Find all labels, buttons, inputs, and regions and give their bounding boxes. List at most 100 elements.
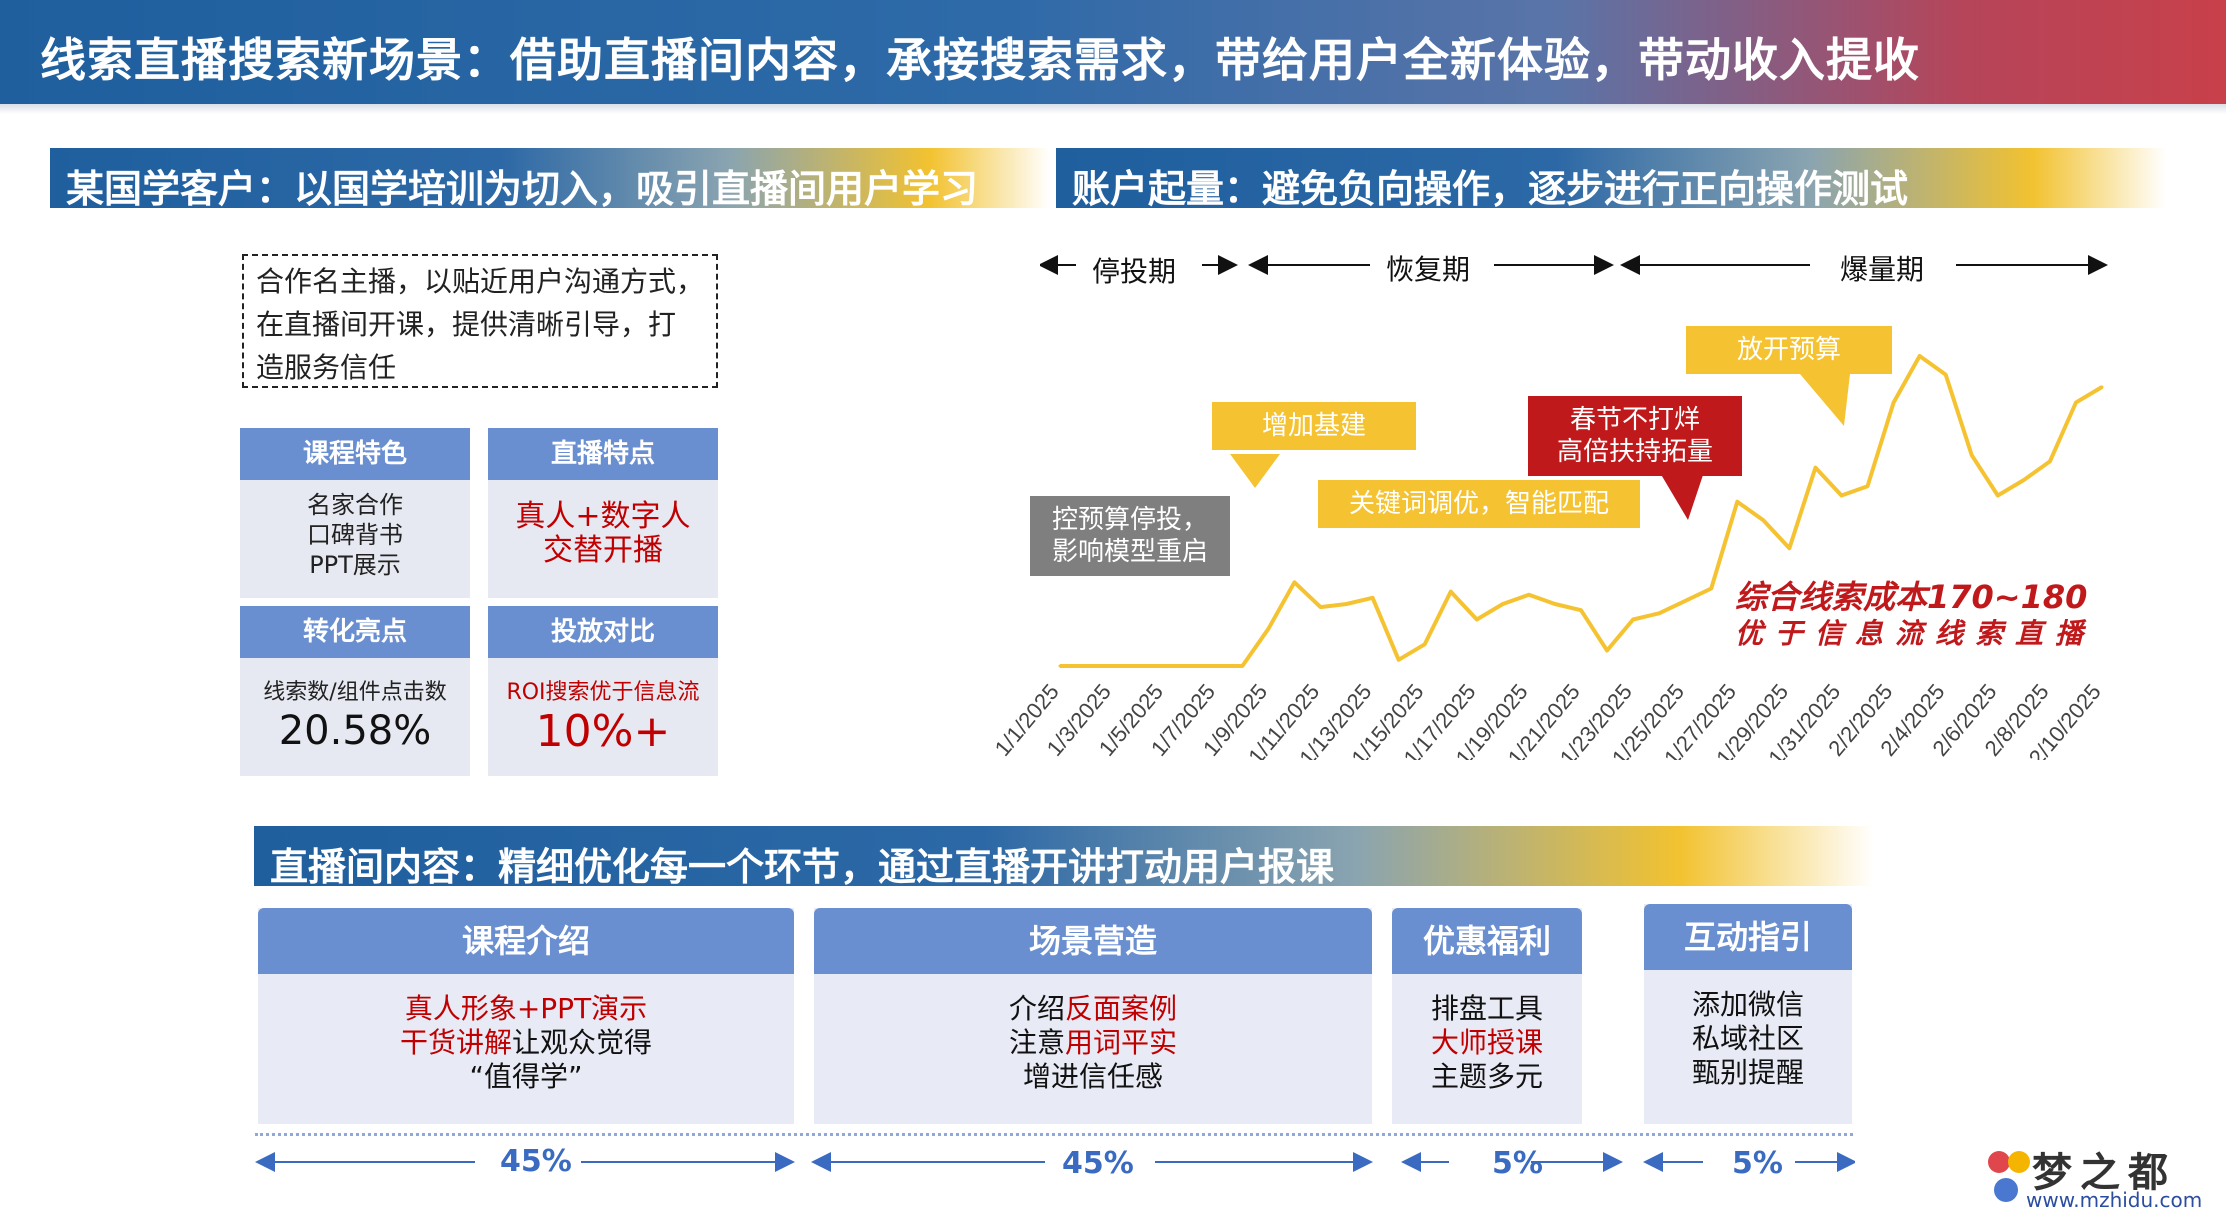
data-point [1683, 599, 1687, 603]
data-point [1840, 494, 1843, 497]
tile-line: 口碑背书 [307, 521, 403, 549]
callout-pointer [1800, 374, 1850, 426]
card-body: 添加微信 私域社区 甄别提醒 [1644, 988, 1852, 1090]
content-section-header: 直播间内容：精细优化每一个环节，通过直播开讲打动用户报课 [254, 826, 1874, 889]
data-point [1866, 484, 1870, 488]
card-line: 甄别提醒 [1644, 1056, 1852, 1090]
page-title: 线索直播搜索新场景：借助直播间内容，承接搜索需求，带给用户全新体验，带动收入提收 [40, 33, 1920, 87]
callout-line: 春节不打烊 [1569, 405, 1700, 435]
tile-title: 投放对比 [488, 606, 718, 658]
data-point [1292, 580, 1296, 584]
callout-pointer [1656, 466, 1706, 520]
phase-recover: 恢复期 [1386, 253, 1471, 286]
percent-course-intro: 45% [500, 1144, 572, 1179]
callout-budget: 放开预算 [1686, 326, 1892, 374]
data-point [1319, 605, 1322, 609]
data-point [1058, 664, 1062, 668]
card-line: 排盘工具 [1392, 992, 1582, 1026]
note-line: 在直播间开课，提供清晰引导，打 [256, 308, 677, 341]
phase-boom: 爆量期 [1840, 253, 1925, 286]
watermark-text: 梦之都 [2032, 1150, 2176, 1196]
tile-line: PPT展示 [309, 551, 401, 579]
card-benefits: 优惠福利 排盘工具 大师授课 主题多元 [1392, 908, 1582, 1124]
card-course-intro: 课程介绍 真人形象+PPT演示 干货讲解让观众觉得 “值得学” [258, 908, 794, 1124]
callout-pointer [1230, 454, 1280, 488]
data-point [1579, 608, 1583, 612]
tile-value: 20.58% [278, 708, 432, 754]
card-text: 排盘工具 [1430, 992, 1543, 1025]
watermark-url: www.mzhidu.com [2026, 1188, 2203, 1212]
data-point [1397, 658, 1401, 662]
note-line: 造服务信任 [256, 351, 397, 384]
tile-line: 交替开播 [543, 533, 663, 568]
card-text: 甄别提醒 [1691, 1056, 1804, 1089]
callout-line: 放开预算 [1736, 335, 1841, 365]
data-point [1527, 593, 1531, 597]
data-point [1735, 500, 1739, 504]
data-point [1214, 664, 1218, 668]
card-title: 互动指引 [1644, 904, 1852, 970]
data-point [1892, 401, 1896, 404]
card-title: 优惠福利 [1392, 908, 1582, 974]
cost-note: 综合线索成本170~180 优于信息流线索直播 [1735, 578, 2095, 652]
callout-line: 关键词调优，智能匹配 [1348, 489, 1609, 519]
card-scene: 场景营造 介绍反面案例 注意用词平实 增进信任感 [814, 908, 1372, 1124]
cost-note-line: 综合线索成本170~180 [1735, 578, 2088, 616]
callout-add-base: 增加基建 [1212, 402, 1416, 450]
data-point [1787, 546, 1791, 550]
content-section-title: 直播间内容：精细优化每一个环节，通过直播开讲打动用户报课 [270, 845, 1335, 889]
card-line: 大师授课 [1392, 1026, 1582, 1060]
data-point [1084, 664, 1088, 668]
chart-line-group [1058, 354, 2104, 668]
card-highlight: 真人形象+PPT演示 [404, 992, 648, 1025]
watermark-logo-icon [1988, 1151, 2030, 1202]
volume-line-chart: 1/1/20251/3/20251/5/20251/7/20251/9/2025… [990, 354, 2106, 760]
card-interaction: 互动指引 添加微信 私域社区 甄别提醒 [1644, 904, 1852, 1124]
card-text: 让观众觉得 [512, 1026, 653, 1059]
card-text: 添加微信 [1691, 988, 1804, 1021]
data-point [2048, 459, 2052, 463]
callout-pause: 控预算停投， 影响模型重启 [1030, 496, 1230, 576]
card-line: “值得学” [258, 1060, 794, 1094]
percent-scene: 45% [1062, 1146, 1134, 1181]
card-line: 干货讲解让观众觉得 [258, 1026, 794, 1060]
tile-line: 名家合作 [307, 491, 403, 519]
phase-pause: 停投期 [1092, 255, 1177, 288]
card-line: 介绍反面案例 [814, 992, 1372, 1026]
data-point [1944, 373, 1948, 377]
callout-festival: 春节不打烊 高倍扶持拓量 [1528, 396, 1742, 476]
card-highlight: 干货讲解 [399, 1026, 512, 1059]
data-point [1553, 602, 1557, 606]
card-body: 介绍反面案例 注意用词平实 增进信任感 [814, 992, 1372, 1094]
data-point [2100, 385, 2104, 389]
data-point [1501, 602, 1505, 606]
data-point [1657, 611, 1661, 615]
client-section-title: 某国学客户：以国学培训为切入，吸引直播间用户学习 [66, 167, 979, 211]
callout-line: 增加基建 [1261, 411, 1366, 441]
tile-title: 转化亮点 [240, 606, 470, 658]
account-section-title: 账户起量：避免负向操作，逐步进行正向操作测试 [1072, 167, 1909, 211]
percent-interaction: 5% [1732, 1146, 1783, 1181]
data-point [1110, 664, 1114, 668]
data-point [1345, 602, 1349, 606]
data-point [1918, 354, 1922, 358]
percent-arrows [255, 1152, 1855, 1172]
data-point [1813, 466, 1817, 470]
top-banner [0, 0, 2226, 104]
tile-conversion: 转化亮点 线索数/组件点击数 20.58% [240, 606, 470, 776]
data-point [1371, 596, 1375, 600]
data-point [1475, 618, 1479, 621]
card-body: 排盘工具 大师授课 主题多元 [1392, 992, 1582, 1094]
data-point [1449, 590, 1453, 594]
data-point [1188, 664, 1192, 668]
anchor-note-box: 合作名主播，以贴近用户沟通方式， 在直播间开课，提供清晰引导，打 造服务信任 [242, 254, 718, 388]
data-point [1240, 664, 1244, 668]
card-text: 注意 [1008, 1026, 1065, 1059]
data-point [1631, 618, 1635, 621]
tile-title: 直播特点 [488, 428, 718, 480]
card-title: 场景营造 [814, 908, 1372, 974]
tile-label: 线索数/组件点击数 [263, 680, 447, 705]
tile-title: 课程特色 [240, 428, 470, 480]
data-point [1136, 664, 1140, 668]
card-line: 私域社区 [1644, 1022, 1852, 1056]
